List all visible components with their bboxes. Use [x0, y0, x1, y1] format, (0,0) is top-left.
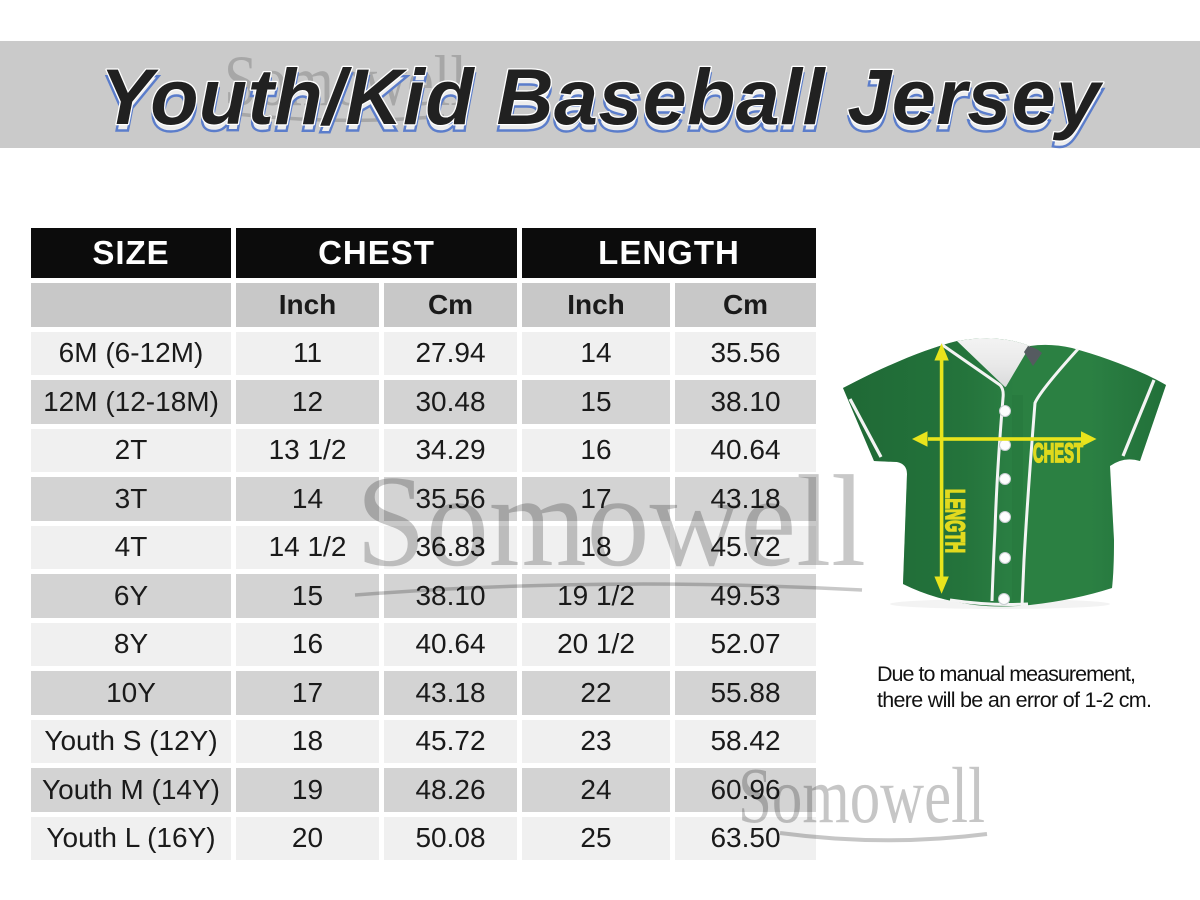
svg-text:Somowell: Somowell: [738, 753, 985, 840]
svg-text:there will be an error of 1-2: there will be an error of 1-2 cm.: [877, 688, 1152, 712]
svg-text:Due to manual measurement,: Due to manual measurement,: [877, 662, 1136, 686]
svg-text:Somowell: Somowell: [356, 449, 866, 594]
svg-text:LENGTH: LENGTH: [940, 489, 970, 553]
svg-text:Somowell: Somowell: [224, 41, 467, 121]
svg-text:Youth/Kid Baseball Jersey: Youth/Kid Baseball Jersey: [100, 59, 1104, 148]
svg-text:CHEST: CHEST: [1033, 438, 1083, 468]
svg-text:Youth/Kid Baseball Jersey: Youth/Kid Baseball Jersey: [100, 52, 1104, 141]
